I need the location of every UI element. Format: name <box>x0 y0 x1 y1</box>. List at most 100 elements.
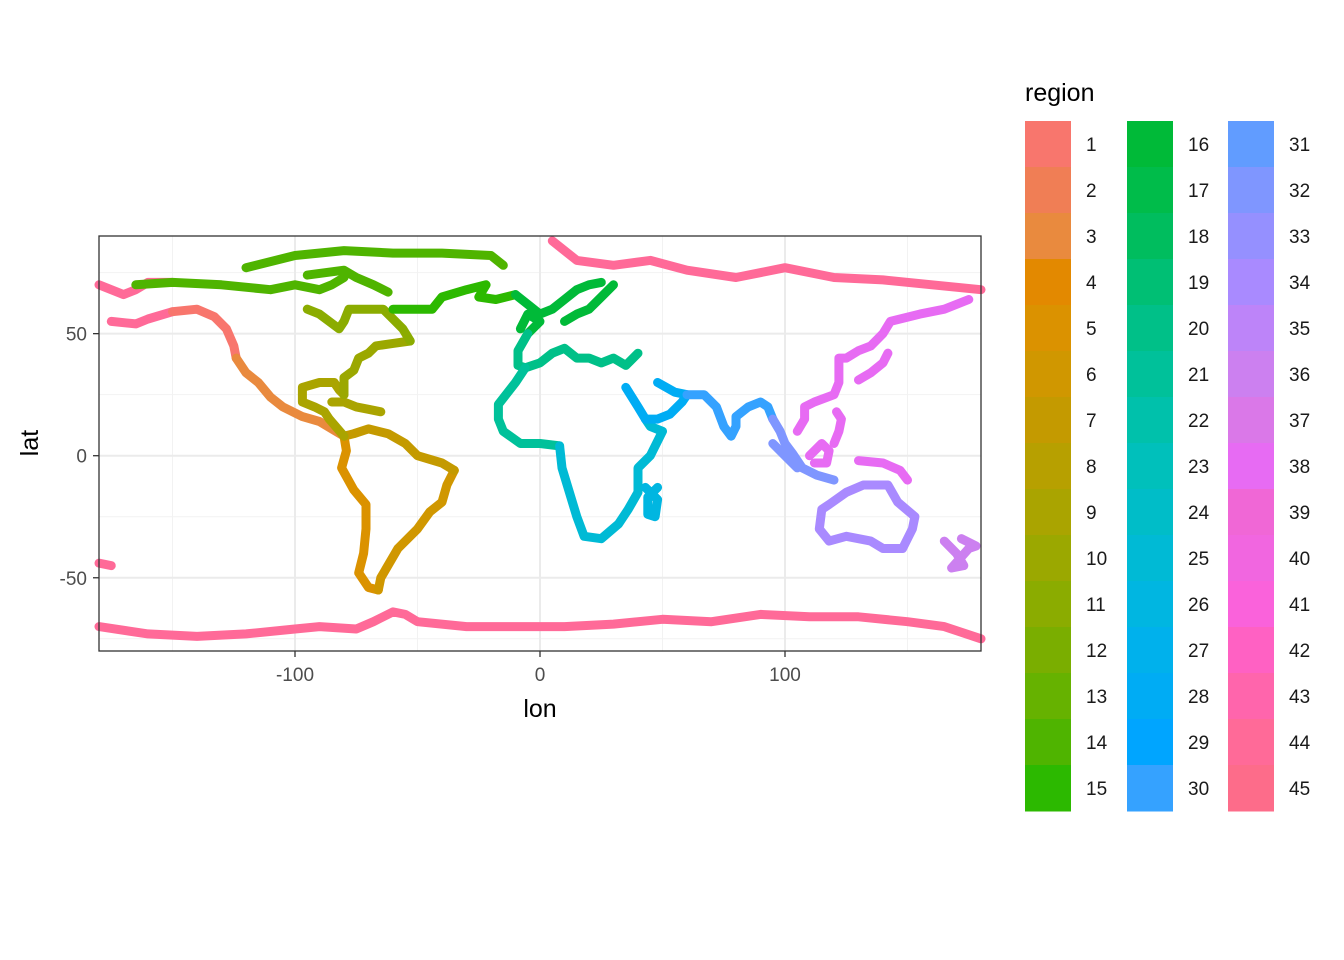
region-9-coast <box>327 397 386 417</box>
legend-label-21: 21 <box>1188 365 1209 386</box>
region-11-coast <box>302 304 415 346</box>
legend-label-42: 42 <box>1289 641 1310 662</box>
x-axis-ticks: -100 0 100 <box>276 651 801 686</box>
legend-label-30: 30 <box>1188 779 1209 800</box>
legend-key-28 <box>1127 673 1173 720</box>
legend-key-8 <box>1025 443 1071 490</box>
legend-label-32: 32 <box>1289 181 1310 202</box>
legend-key-24 <box>1127 489 1173 536</box>
legend-label-22: 22 <box>1188 411 1209 432</box>
region-16-coast <box>515 309 545 339</box>
legend-key-30 <box>1127 765 1173 812</box>
region-20-coast <box>513 329 643 373</box>
legend-label-10: 10 <box>1086 549 1107 570</box>
region-38-coast <box>792 295 974 436</box>
legend-label-37: 37 <box>1289 411 1310 432</box>
legend-label-18: 18 <box>1188 227 1209 248</box>
region-15-coast <box>388 280 520 314</box>
region-26-coast <box>640 482 663 522</box>
legend-label-29: 29 <box>1188 733 1209 754</box>
legend-key-23 <box>1127 443 1173 490</box>
legend-label-41: 41 <box>1289 595 1310 616</box>
legend-label-43: 43 <box>1289 687 1310 708</box>
legend-key-18 <box>1127 213 1173 260</box>
legend-label-1: 1 <box>1086 135 1097 156</box>
legend-key-39 <box>1228 489 1274 536</box>
legend-key-12 <box>1025 627 1071 674</box>
legend-key-11 <box>1025 581 1071 628</box>
region-10-coast <box>339 336 415 400</box>
legend-key-27 <box>1127 627 1173 674</box>
y-tick-label: 0 <box>76 447 87 468</box>
region-3-coast <box>231 353 349 441</box>
legend-key-25 <box>1127 535 1173 582</box>
region-32-coast <box>768 439 802 473</box>
legend-key-1 <box>1025 121 1071 168</box>
legend-key-7 <box>1025 397 1071 444</box>
y-axis-ticks: -50 0 50 <box>60 325 99 590</box>
region-38-coast <box>854 456 912 485</box>
region-34-coast <box>814 480 920 553</box>
region-25-coast <box>555 414 667 544</box>
x-tick-label: 100 <box>769 665 801 686</box>
region-16-coast <box>511 277 606 319</box>
legend-key-3 <box>1025 213 1071 260</box>
legend-key-33 <box>1228 213 1274 260</box>
legend-key-35 <box>1228 305 1274 352</box>
legend-key-22 <box>1127 397 1173 444</box>
legend-key-5 <box>1025 305 1071 352</box>
legend-label-36: 36 <box>1289 365 1310 386</box>
region-44-coast <box>106 307 177 329</box>
legend-label-20: 20 <box>1188 319 1209 340</box>
legend-label-31: 31 <box>1289 135 1310 156</box>
region-32-coast <box>768 414 839 485</box>
region-9-coast <box>297 378 349 441</box>
legend-label-33: 33 <box>1289 227 1310 248</box>
legend-key-43 <box>1228 673 1274 720</box>
legend-key-15 <box>1025 765 1071 812</box>
legend-label-12: 12 <box>1086 641 1107 662</box>
legend-key-36 <box>1228 351 1274 398</box>
legend-key-32 <box>1228 167 1274 214</box>
region-14-coast <box>241 246 508 273</box>
legend-key-2 <box>1025 167 1071 214</box>
x-axis-title: lon <box>523 695 556 723</box>
legend-key-16 <box>1127 121 1173 168</box>
legend-label-15: 15 <box>1086 779 1107 800</box>
legend: 1234567891011121314151617181920212223242… <box>1025 121 1311 812</box>
legend-key-40 <box>1228 535 1274 582</box>
legend-key-37 <box>1228 397 1274 444</box>
legend-label-13: 13 <box>1086 687 1107 708</box>
region-44-coast <box>94 558 116 571</box>
region-5-coast <box>337 431 383 595</box>
legend-label-23: 23 <box>1188 457 1209 478</box>
region-16-coast <box>560 280 618 326</box>
region-28-coast <box>640 378 692 424</box>
legend-title: region <box>1025 79 1095 107</box>
legend-label-6: 6 <box>1086 365 1097 386</box>
region-44-coast <box>547 236 986 295</box>
region-38-coast <box>805 439 834 468</box>
legend-label-14: 14 <box>1086 733 1108 754</box>
legend-key-19 <box>1127 259 1173 306</box>
legend-label-17: 17 <box>1188 181 1209 202</box>
x-tick-label: 0 <box>535 665 546 686</box>
legend-label-8: 8 <box>1086 457 1097 478</box>
region-1-coast <box>168 304 241 363</box>
region-7-coast <box>339 424 459 475</box>
region-14-coast <box>131 273 349 295</box>
y-tick-label: 50 <box>66 325 87 346</box>
region-38-coast <box>854 348 893 385</box>
legend-label-27: 27 <box>1188 641 1209 662</box>
legend-key-17 <box>1127 167 1173 214</box>
legend-label-16: 16 <box>1188 135 1209 156</box>
legend-key-13 <box>1025 673 1071 720</box>
legend-key-6 <box>1025 351 1071 398</box>
legend-label-39: 39 <box>1289 503 1310 524</box>
legend-label-2: 2 <box>1086 181 1097 202</box>
legend-key-4 <box>1025 259 1071 306</box>
legend-label-3: 3 <box>1086 227 1097 248</box>
legend-label-11: 11 <box>1086 595 1106 616</box>
plot-panel <box>94 235 986 652</box>
